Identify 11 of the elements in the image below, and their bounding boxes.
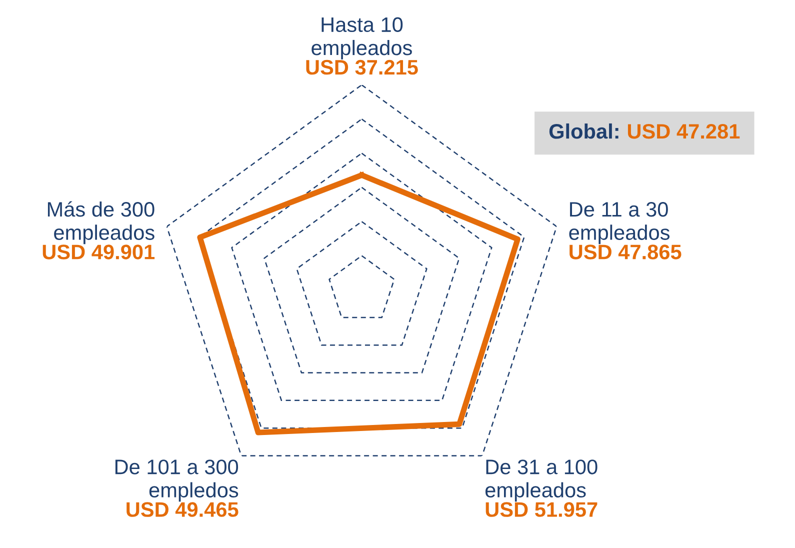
text: USD 49.901 xyxy=(42,244,155,260)
text: USD 51.957 xyxy=(486,502,598,517)
text: USD 47.865 xyxy=(570,244,682,260)
spoke-label: De 101 a 300 empledos xyxy=(115,460,238,502)
spoke-label: Más de 300 empleados xyxy=(48,201,154,244)
text: USD 37.215 xyxy=(306,60,418,75)
spoke-label: De 11 a 30 empleados xyxy=(569,202,670,244)
spoke-label: De 31 a 100 empleados xyxy=(485,460,598,502)
spoke-label: Hasta 10 empleados xyxy=(312,17,412,60)
text: Global: USD 47.281 xyxy=(549,123,740,139)
text: USD 49.465 xyxy=(126,502,238,517)
